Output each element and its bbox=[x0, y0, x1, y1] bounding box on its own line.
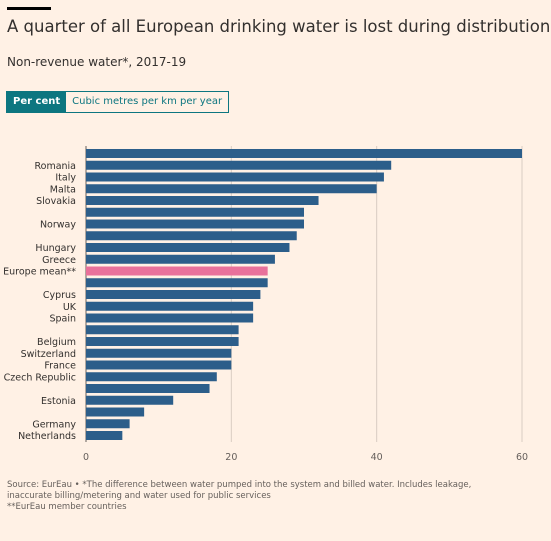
bar-europe-mean bbox=[86, 266, 268, 276]
category-label: Europe mean** bbox=[3, 267, 76, 278]
bar-uk bbox=[86, 301, 254, 311]
x-tick-label: 0 bbox=[83, 452, 89, 463]
bar-czech-republic bbox=[86, 372, 217, 382]
bar-belgium bbox=[86, 337, 239, 346]
category-label: Greece bbox=[42, 255, 76, 266]
bar-estonia bbox=[86, 395, 174, 405]
unit-toggle: Per cent Cubic metres per km per year bbox=[6, 91, 230, 113]
bar-unlabelled-22 bbox=[86, 407, 145, 417]
category-label: Malta bbox=[50, 184, 76, 195]
toggle-cubic-metres[interactable]: Cubic metres per km per year bbox=[66, 92, 229, 112]
category-label: Czech Republic bbox=[4, 372, 76, 383]
bar-unlabelled-7 bbox=[86, 231, 297, 241]
category-label: Germany bbox=[32, 419, 76, 430]
x-tick-label: 60 bbox=[516, 452, 528, 463]
bar-norway bbox=[86, 219, 304, 229]
category-label: Estonia bbox=[41, 396, 76, 407]
bar-france bbox=[86, 360, 232, 370]
category-label: UK bbox=[63, 302, 77, 313]
x-tick-label: 20 bbox=[225, 452, 237, 463]
chart-title: A quarter of all European drinking water… bbox=[7, 17, 551, 36]
footer: Source: EurEau • *The difference between… bbox=[7, 480, 507, 513]
category-label: Belgium bbox=[37, 337, 76, 348]
category-label: Cyprus bbox=[43, 290, 76, 301]
bar-italy bbox=[86, 172, 384, 182]
bar-switzerland bbox=[86, 348, 232, 358]
category-label: Spain bbox=[49, 314, 76, 325]
bar-romania bbox=[86, 160, 392, 170]
toggle-per-cent[interactable]: Per cent bbox=[7, 92, 67, 112]
bar-malta bbox=[86, 184, 377, 194]
category-label: Romania bbox=[34, 161, 76, 172]
bar-spain bbox=[86, 313, 254, 323]
category-label: Italy bbox=[55, 173, 76, 184]
bar-unlabelled-5 bbox=[86, 207, 304, 217]
bar-germany bbox=[86, 419, 130, 429]
source-note: Source: EurEau • *The difference between… bbox=[7, 480, 472, 501]
bar-unlabelled-11 bbox=[86, 278, 268, 288]
bars bbox=[86, 149, 522, 440]
category-label: Switzerland bbox=[21, 349, 76, 360]
bar-cyprus bbox=[86, 290, 261, 299]
bar-unlabelled-0 bbox=[86, 149, 522, 158]
category-label: Slovakia bbox=[36, 196, 76, 207]
bar-greece bbox=[86, 254, 275, 264]
bar-unlabelled-15 bbox=[86, 325, 239, 335]
category-label: Netherlands bbox=[18, 431, 76, 442]
member-note: **EurEau member countries bbox=[7, 502, 127, 512]
top-accent-bar bbox=[7, 7, 51, 10]
chart-subtitle: Non-revenue water*, 2017-19 bbox=[7, 55, 187, 69]
bar-slovakia bbox=[86, 196, 319, 205]
category-label: France bbox=[44, 361, 76, 372]
bar-unlabelled-20 bbox=[86, 384, 210, 393]
category-label: Norway bbox=[40, 220, 76, 231]
category-label: Hungary bbox=[35, 243, 76, 254]
bar-netherlands bbox=[86, 431, 123, 440]
bar-hungary bbox=[86, 243, 290, 252]
x-tick-labels: 0 20 40 60 bbox=[83, 452, 528, 463]
x-tick-label: 40 bbox=[371, 452, 383, 463]
